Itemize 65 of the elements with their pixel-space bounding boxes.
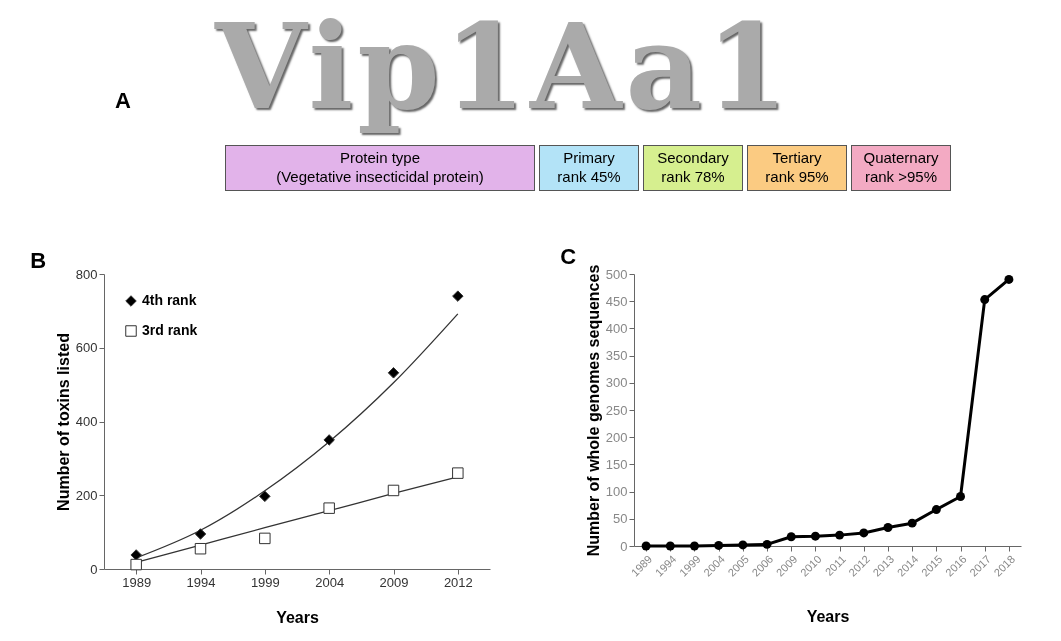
point (452, 467, 464, 479)
point (1004, 274, 1014, 284)
chart-title: C (560, 244, 577, 270)
y-tick-label: 200 (605, 429, 628, 445)
y-tick-label: 450 (605, 293, 628, 309)
point (980, 295, 990, 305)
y-tick-label: 800 (75, 266, 98, 282)
y-tick-label: 500 (605, 266, 628, 282)
point (130, 549, 142, 561)
point (810, 531, 820, 541)
y-axis-title: Number of whole genomes sequences (584, 264, 602, 557)
y-tick-label: 400 (605, 320, 628, 336)
point (786, 532, 796, 542)
point (907, 518, 917, 528)
text: Tertiary rank 95% (747, 145, 847, 191)
x-tick-label: 1999 (250, 574, 280, 590)
y-tick-label: 150 (605, 456, 628, 472)
point (130, 558, 142, 571)
point (387, 484, 400, 497)
y-tick-label: 400 (75, 414, 98, 429)
x-tick-label: 2009 (379, 574, 409, 590)
point (665, 541, 675, 551)
text: A (115, 88, 131, 114)
text: Primary rank 45% (539, 145, 639, 191)
point (714, 540, 724, 550)
y-tick-label: 350 (605, 348, 628, 364)
y-tick-label: 600 (75, 340, 98, 356)
point (194, 542, 207, 555)
x-tick-label: 2004 (315, 574, 345, 590)
text: Vip1Aa1 (215, 0, 793, 136)
text: Protein type (Vegetative insecticidal protein) (225, 145, 535, 191)
y-tick-label: 200 (75, 487, 98, 503)
point (259, 532, 271, 545)
y-tick-label: 100 (605, 484, 628, 500)
point (931, 505, 941, 515)
point (323, 434, 335, 446)
point (738, 540, 748, 550)
point (194, 528, 207, 540)
point (641, 541, 651, 551)
legend-label: 4th rank (142, 292, 197, 308)
x-axis-title: Years (806, 607, 850, 625)
x-tick-label: 2012 (443, 574, 473, 590)
point (690, 541, 699, 551)
legend-label: 3rd rank (142, 322, 198, 338)
x-axis-title: Years (276, 608, 319, 626)
point (835, 530, 845, 540)
chart-title: B (30, 248, 47, 273)
point (883, 523, 893, 532)
y-tick-label: 300 (605, 375, 628, 391)
text: Quaternary rank >95% (851, 145, 951, 191)
x-tick-label: 1994 (186, 574, 216, 590)
x-tick-label: 1989 (122, 574, 152, 590)
y-tick-label: 0 (620, 538, 628, 554)
point (323, 502, 335, 514)
point (259, 490, 271, 503)
point (452, 290, 464, 302)
y-tick-label: 50 (613, 511, 628, 527)
point (956, 492, 965, 501)
text: Secondary rank 78% (643, 145, 743, 191)
point (859, 528, 869, 538)
y-tick-label: 250 (605, 402, 628, 418)
y-tick-label: 0 (90, 561, 98, 577)
point (762, 539, 772, 549)
point (387, 367, 400, 379)
y-axis-title: Number of toxins listed (54, 333, 72, 511)
